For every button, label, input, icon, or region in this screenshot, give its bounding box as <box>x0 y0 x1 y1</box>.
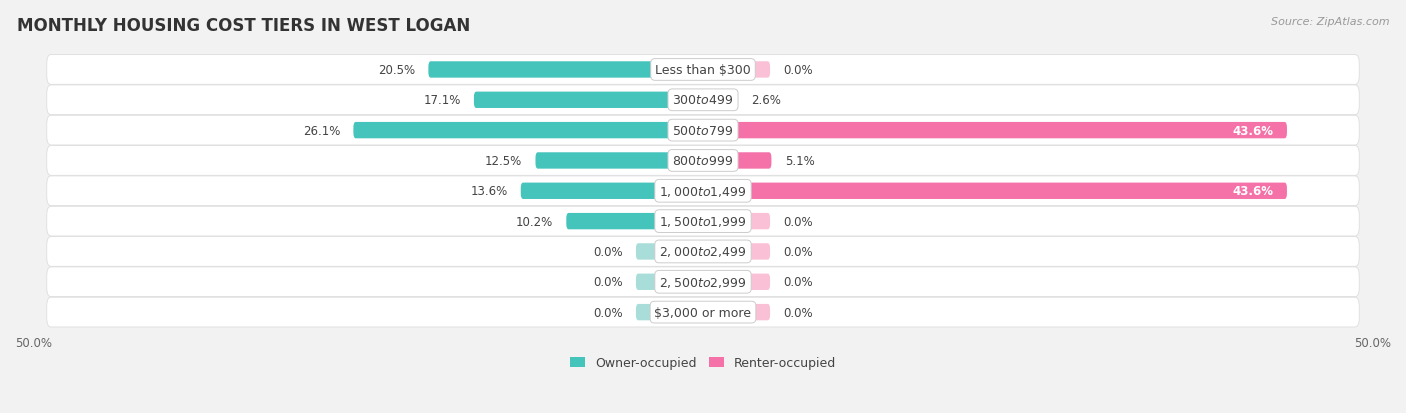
Text: 0.0%: 0.0% <box>593 275 623 289</box>
Text: Less than $300: Less than $300 <box>655 64 751 77</box>
Legend: Owner-occupied, Renter-occupied: Owner-occupied, Renter-occupied <box>565 351 841 374</box>
Text: 0.0%: 0.0% <box>783 215 813 228</box>
FancyBboxPatch shape <box>703 62 770 78</box>
Text: MONTHLY HOUSING COST TIERS IN WEST LOGAN: MONTHLY HOUSING COST TIERS IN WEST LOGAN <box>17 17 470 34</box>
FancyBboxPatch shape <box>429 62 703 78</box>
Text: 0.0%: 0.0% <box>783 64 813 77</box>
Text: $1,500 to $1,999: $1,500 to $1,999 <box>659 215 747 228</box>
FancyBboxPatch shape <box>703 274 770 290</box>
FancyBboxPatch shape <box>520 183 703 199</box>
FancyBboxPatch shape <box>46 267 1360 297</box>
FancyBboxPatch shape <box>703 214 770 230</box>
FancyBboxPatch shape <box>636 244 703 260</box>
FancyBboxPatch shape <box>567 214 703 230</box>
FancyBboxPatch shape <box>46 55 1360 85</box>
Text: 0.0%: 0.0% <box>593 245 623 258</box>
Text: $3,000 or more: $3,000 or more <box>655 306 751 319</box>
FancyBboxPatch shape <box>46 176 1360 206</box>
FancyBboxPatch shape <box>474 93 703 109</box>
FancyBboxPatch shape <box>636 274 703 290</box>
FancyBboxPatch shape <box>703 93 738 109</box>
Text: 2.6%: 2.6% <box>751 94 782 107</box>
FancyBboxPatch shape <box>46 146 1360 176</box>
Text: 43.6%: 43.6% <box>1233 124 1274 137</box>
Text: 0.0%: 0.0% <box>783 306 813 319</box>
FancyBboxPatch shape <box>353 123 703 139</box>
Text: $2,500 to $2,999: $2,500 to $2,999 <box>659 275 747 289</box>
Text: $800 to $999: $800 to $999 <box>672 154 734 168</box>
Text: $300 to $499: $300 to $499 <box>672 94 734 107</box>
FancyBboxPatch shape <box>703 304 770 320</box>
Text: 12.5%: 12.5% <box>485 154 522 168</box>
FancyBboxPatch shape <box>703 244 770 260</box>
Text: $2,000 to $2,499: $2,000 to $2,499 <box>659 245 747 259</box>
Text: Source: ZipAtlas.com: Source: ZipAtlas.com <box>1271 17 1389 26</box>
FancyBboxPatch shape <box>703 153 772 169</box>
FancyBboxPatch shape <box>46 237 1360 267</box>
FancyBboxPatch shape <box>703 123 1286 139</box>
FancyBboxPatch shape <box>46 207 1360 236</box>
Text: 13.6%: 13.6% <box>470 185 508 198</box>
Text: 0.0%: 0.0% <box>783 245 813 258</box>
Text: 10.2%: 10.2% <box>516 215 553 228</box>
FancyBboxPatch shape <box>536 153 703 169</box>
FancyBboxPatch shape <box>703 183 1286 199</box>
Text: $1,000 to $1,499: $1,000 to $1,499 <box>659 184 747 198</box>
Text: 0.0%: 0.0% <box>783 275 813 289</box>
FancyBboxPatch shape <box>46 116 1360 146</box>
FancyBboxPatch shape <box>46 297 1360 327</box>
Text: 26.1%: 26.1% <box>302 124 340 137</box>
FancyBboxPatch shape <box>46 86 1360 115</box>
Text: 20.5%: 20.5% <box>378 64 415 77</box>
Text: 43.6%: 43.6% <box>1233 185 1274 198</box>
Text: $500 to $799: $500 to $799 <box>672 124 734 137</box>
FancyBboxPatch shape <box>636 304 703 320</box>
Text: 17.1%: 17.1% <box>423 94 461 107</box>
Text: 5.1%: 5.1% <box>785 154 814 168</box>
Text: 0.0%: 0.0% <box>593 306 623 319</box>
